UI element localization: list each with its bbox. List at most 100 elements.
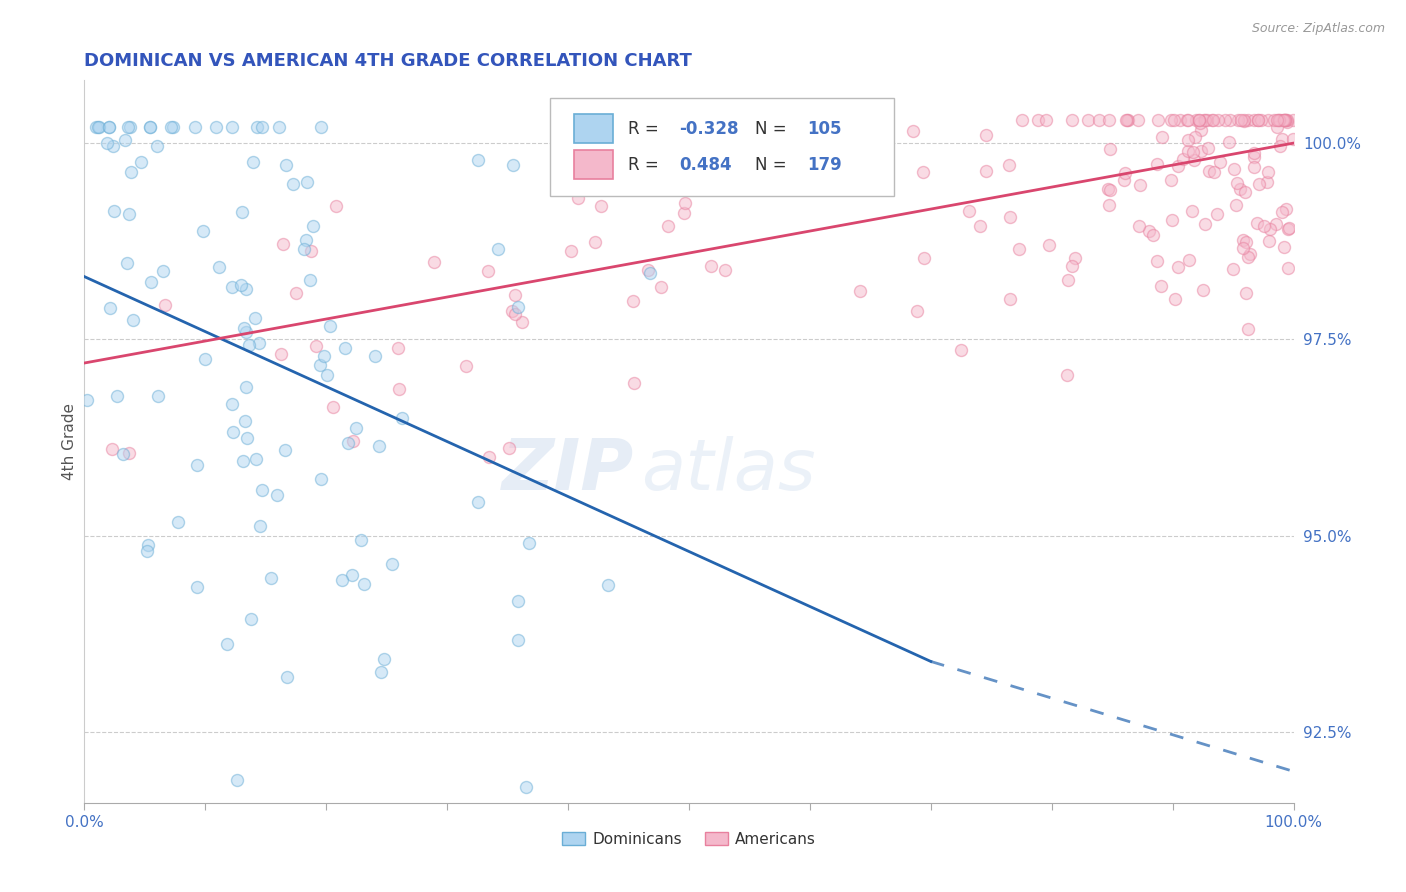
Point [1243, 150, 1265, 164]
Point [103, 204, 125, 219]
Point [221, 279, 243, 293]
Point [249, 519, 271, 533]
Point [1275, 115, 1298, 129]
Point [1234, 286, 1257, 301]
Point [281, 178, 304, 192]
Point [235, 380, 257, 394]
Point [1182, 145, 1205, 159]
Point [637, 262, 659, 277]
Point [1060, 259, 1083, 273]
Point [621, 294, 644, 309]
Point [221, 397, 243, 411]
Point [1137, 224, 1160, 238]
Point [1243, 145, 1265, 160]
Point [1265, 112, 1288, 127]
Point [322, 401, 344, 415]
Point [240, 612, 263, 626]
Point [217, 636, 239, 650]
Point [1282, 132, 1305, 146]
Point [332, 573, 354, 587]
FancyBboxPatch shape [574, 151, 613, 179]
Point [1128, 219, 1150, 233]
Point [1232, 233, 1254, 247]
Point [650, 280, 672, 294]
Point [222, 425, 245, 440]
Point [221, 120, 243, 135]
Point [1270, 112, 1292, 127]
Point [1277, 222, 1299, 236]
Y-axis label: 4th Grade: 4th Grade [62, 403, 77, 480]
Point [299, 272, 322, 286]
Point [350, 533, 373, 548]
Point [111, 447, 134, 461]
Point [138, 120, 160, 135]
Point [260, 571, 283, 585]
Point [1232, 241, 1254, 255]
Point [1062, 112, 1084, 127]
Point [486, 243, 509, 257]
Point [1008, 242, 1031, 256]
Point [1116, 112, 1139, 127]
Point [949, 343, 972, 357]
Point [233, 321, 256, 335]
Point [1056, 272, 1078, 286]
Point [166, 515, 188, 529]
Point [1163, 292, 1185, 306]
Text: N =: N = [755, 120, 793, 137]
Point [1268, 139, 1291, 153]
Point [1056, 368, 1078, 382]
Point [186, 580, 208, 594]
Point [273, 442, 295, 457]
Point [467, 495, 489, 509]
Point [1063, 251, 1085, 265]
Point [1167, 260, 1189, 274]
Point [205, 120, 228, 135]
Point [1271, 132, 1294, 146]
Point [139, 120, 162, 135]
Point [508, 633, 530, 648]
Point [309, 472, 332, 486]
Point [1160, 173, 1182, 187]
Point [1208, 112, 1230, 127]
Point [699, 259, 721, 273]
Point [1098, 197, 1121, 211]
Point [1274, 112, 1296, 127]
Point [1265, 120, 1288, 134]
Point [353, 576, 375, 591]
Point [1243, 161, 1265, 175]
Point [567, 191, 589, 205]
Point [118, 446, 141, 460]
Point [186, 458, 208, 472]
Point [373, 652, 395, 666]
Point [139, 276, 162, 290]
Point [246, 120, 269, 135]
Point [96, 136, 118, 150]
Point [506, 301, 529, 315]
Point [1229, 182, 1251, 196]
Point [105, 389, 128, 403]
Point [1265, 217, 1288, 231]
Point [266, 488, 288, 502]
Point [1267, 112, 1289, 127]
Point [245, 452, 267, 467]
Point [817, 137, 839, 152]
Point [1218, 136, 1240, 150]
Point [1099, 183, 1122, 197]
Point [657, 219, 679, 233]
Point [1239, 247, 1261, 261]
Point [98, 301, 121, 316]
Point [1247, 112, 1270, 127]
Point [1201, 113, 1223, 128]
Point [673, 196, 696, 211]
Point [1282, 112, 1305, 127]
Point [998, 158, 1021, 172]
Point [1147, 112, 1170, 127]
Point [370, 665, 392, 679]
Point [1256, 175, 1278, 189]
Point [467, 153, 489, 167]
Point [1272, 112, 1295, 127]
Point [207, 260, 229, 274]
Point [1035, 112, 1057, 127]
Point [1275, 202, 1298, 216]
Point [1236, 251, 1258, 265]
